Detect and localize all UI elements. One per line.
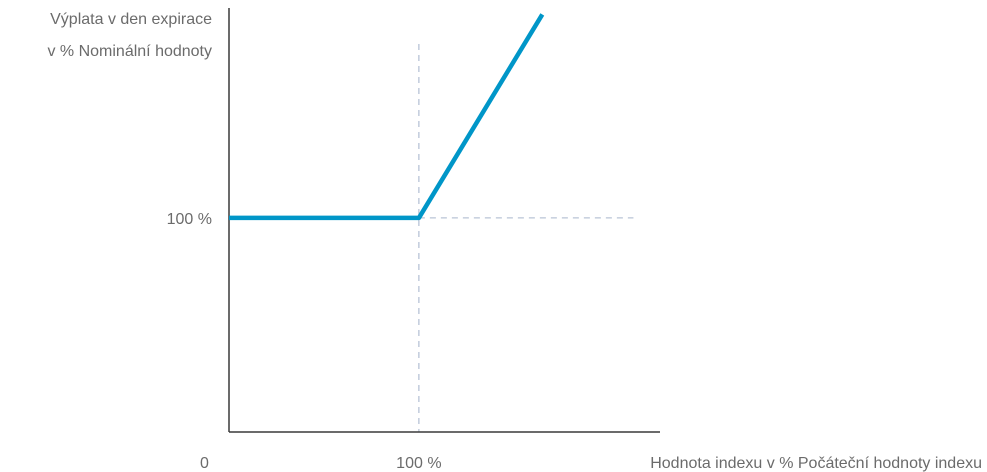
x-tick-label: 100 % [396,455,441,472]
reference-lines [418,44,634,432]
y-tick-labels: 100 % [167,211,212,228]
x-axis-label: Hodnota indexu v % Počáteční hodnoty ind… [650,455,982,472]
y-axis-label-line-1: Výplata v den expirace [50,11,212,28]
series-group [229,13,545,221]
y-axis-label-line-2: v % Nominální hodnoty [47,43,212,60]
x-tick-labels: 0 100 % [200,455,442,472]
y-tick-label: 100 % [167,211,212,228]
x-tick-label: 0 [200,455,209,472]
payoff-line-0 [229,13,545,221]
